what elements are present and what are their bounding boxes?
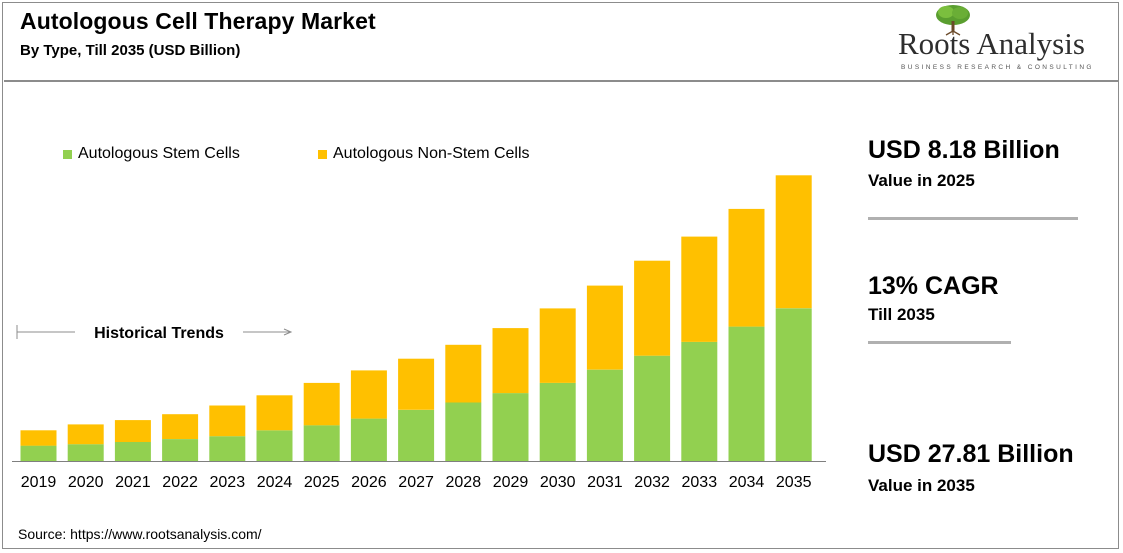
bars-group: [20, 175, 812, 461]
x-tick-labels: 2019 2020 2021 2022 2023 2024 2025 2026 2027 2028…: [21, 474, 812, 491]
legend-item-stem: Autologous Stem Cells: [63, 145, 240, 163]
logo-name: Roots Analysis: [898, 26, 1085, 61]
bar-non-stem-2028: [445, 344, 482, 403]
bar-stem-2025: [303, 425, 340, 461]
legend-label-non-stem: Autologous Non-Stem Cells: [333, 145, 530, 162]
bar-stem-2022: [162, 439, 199, 461]
bar-stem-2029: [492, 393, 529, 461]
bar-stem-2030: [539, 382, 576, 461]
x-tick-label-2024: 2024: [257, 474, 293, 491]
bar-non-stem-2030: [539, 308, 576, 383]
chart-title: Autologous Cell Therapy Market: [20, 8, 376, 34]
brand-logo: Roots Analysis BUSINESS RESEARCH & CONSU…: [890, 4, 1105, 76]
bar-non-stem-2035: [775, 175, 812, 309]
bar-stem-2023: [209, 436, 246, 461]
bar-non-stem-2031: [586, 285, 623, 370]
bar-stem-2024: [256, 430, 293, 461]
legend-label-stem: Autologous Stem Cells: [78, 145, 240, 162]
annotation-label: Historical Trends: [94, 325, 224, 342]
bar-stem-2033: [681, 341, 718, 461]
bar-stem-2031: [586, 369, 623, 461]
stat-caption-2035: Value in 2035: [868, 476, 975, 495]
bar-non-stem-2025: [303, 382, 340, 426]
bar-non-stem-2020: [67, 424, 104, 445]
x-tick-label-2035: 2035: [776, 474, 812, 491]
bar-non-stem-2027: [398, 358, 435, 410]
bar-non-stem-2033: [681, 236, 718, 342]
bar-non-stem-2021: [114, 420, 151, 442]
stat-caption-2025: Value in 2025: [868, 171, 975, 190]
bar-stem-2027: [398, 409, 435, 461]
bar-stem-2028: [445, 402, 482, 461]
stat-cagr: 13% CAGR: [868, 272, 999, 300]
bar-non-stem-2022: [162, 414, 199, 439]
x-tick-label-2028: 2028: [446, 474, 482, 491]
bar-stem-2019: [20, 445, 57, 461]
x-tick-label-2034: 2034: [729, 474, 765, 491]
x-tick-label-2033: 2033: [682, 474, 718, 491]
x-tick-label-2019: 2019: [21, 474, 57, 491]
bar-stem-2034: [728, 326, 765, 461]
annotation-arrowhead: [283, 328, 293, 336]
bar-stem-2035: [775, 308, 812, 461]
bar-non-stem-2019: [20, 430, 57, 446]
stat-value-2025: USD 8.18 Billion: [868, 136, 1060, 164]
x-tick-label-2026: 2026: [351, 474, 387, 491]
logo-tagline: BUSINESS RESEARCH & CONSULTING: [901, 64, 1094, 71]
stat-value-2035: USD 27.81 Billion: [868, 440, 1074, 468]
bar-non-stem-2024: [256, 395, 293, 431]
stat-divider-2: [868, 341, 1011, 344]
x-tick-label-2023: 2023: [210, 474, 246, 491]
x-tick-label-2031: 2031: [587, 474, 623, 491]
bar-stem-2021: [114, 442, 151, 461]
bar-non-stem-2023: [209, 405, 246, 437]
bar-stem-2020: [67, 444, 104, 461]
tree-icon: [936, 5, 970, 36]
x-tick-label-2030: 2030: [540, 474, 576, 491]
x-tick-label-2027: 2027: [398, 474, 434, 491]
header-divider: [4, 80, 1119, 82]
stat-caption-cagr: Till 2035: [868, 305, 935, 324]
stacked-bar-chart: 2019 2020 2021 2022 2023 2024 2025 2026 2027 2028…: [12, 175, 826, 491]
bar-non-stem-2026: [350, 370, 387, 419]
x-tick-label-2022: 2022: [162, 474, 198, 491]
x-tick-label-2025: 2025: [304, 474, 340, 491]
x-tick-label-2032: 2032: [634, 474, 670, 491]
bar-non-stem-2032: [634, 260, 671, 356]
historical-trends-annotation: Historical Trends: [16, 325, 293, 342]
bar-stem-2032: [634, 355, 671, 461]
x-tick-label-2020: 2020: [68, 474, 104, 491]
bar-non-stem-2029: [492, 328, 529, 394]
x-tick-label-2029: 2029: [493, 474, 529, 491]
legend-swatch-stem: [63, 149, 72, 159]
chart-subtitle: By Type, Till 2035 (USD Billion): [20, 42, 241, 59]
legend-swatch-non-stem: [318, 149, 327, 159]
legend-item-non-stem: Autologous Non-Stem Cells: [318, 145, 530, 163]
stat-divider-1: [868, 217, 1078, 220]
bar-non-stem-2034: [728, 208, 765, 327]
bar-stem-2026: [350, 418, 387, 461]
source-note: Source: https://www.rootsanalysis.com/: [18, 526, 262, 542]
x-tick-label-2021: 2021: [115, 474, 151, 491]
